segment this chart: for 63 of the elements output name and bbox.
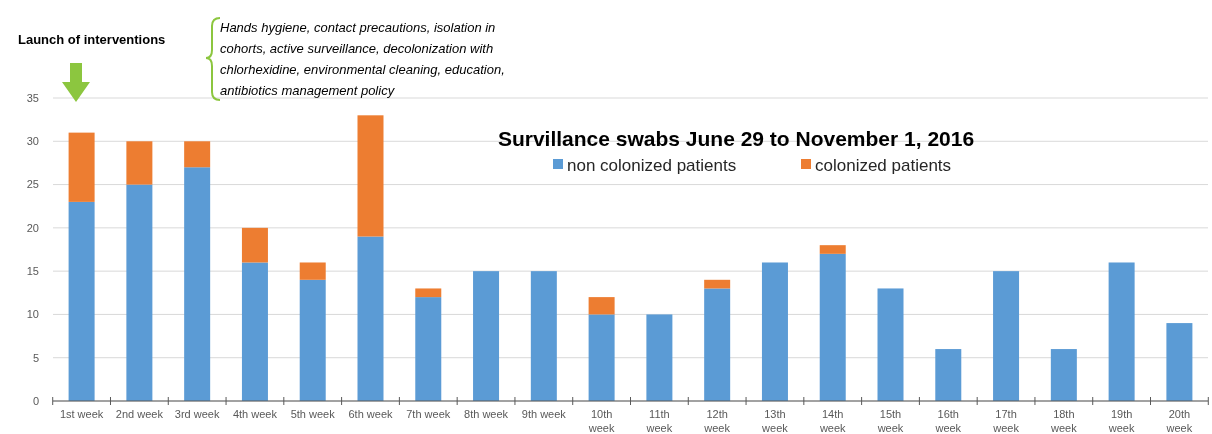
- bar: [357, 236, 384, 401]
- y-tick-label: 5: [32, 351, 39, 364]
- bar: [819, 245, 846, 254]
- x-tick-label: 19th week: [1107, 408, 1135, 434]
- x-tick-label: 1st week: [59, 408, 104, 420]
- bar: [126, 184, 153, 401]
- bar: [299, 279, 326, 401]
- bar: [241, 227, 268, 263]
- x-tick-label: 5th week: [290, 408, 336, 420]
- bar: [588, 297, 615, 315]
- x-tick-label: 11th week: [645, 408, 673, 434]
- bar: [877, 288, 904, 401]
- x-tick-label: 8th week: [464, 408, 509, 420]
- bar: [819, 253, 846, 401]
- y-tick-label: 20: [26, 221, 39, 234]
- legend-label: colonized patients: [815, 155, 952, 175]
- bar: [993, 271, 1020, 401]
- bar: [646, 314, 673, 401]
- bar: [1108, 262, 1135, 401]
- y-tick-label: 25: [26, 178, 39, 191]
- bar: [241, 262, 268, 401]
- bar: [357, 115, 384, 237]
- x-tick-label: 14th week: [818, 408, 847, 434]
- x-tick-label: 4th week: [232, 408, 278, 420]
- bar: [530, 271, 557, 401]
- x-tick-label: 15th week: [876, 408, 904, 434]
- bar: [704, 279, 731, 289]
- bar: [935, 349, 962, 401]
- x-tick-label: 3rd week: [174, 408, 220, 420]
- x-tick-label: 7th week: [406, 408, 451, 420]
- x-tick-label: 12th week: [703, 408, 731, 434]
- x-tick-label: 6th week: [348, 408, 394, 420]
- x-tick-label: 10th week: [587, 408, 615, 434]
- text: Launch of interventions: [18, 32, 166, 47]
- x-tick-label: 13th week: [761, 408, 789, 434]
- bar: [184, 141, 211, 168]
- y-tick-label: 15: [26, 264, 39, 277]
- x-tick-label: 9th week: [521, 408, 567, 420]
- x-tick-label: 18th week: [1050, 408, 1078, 434]
- bar: [761, 262, 788, 401]
- bar: [184, 167, 211, 401]
- bar: [588, 314, 615, 401]
- bar: [68, 201, 95, 401]
- bar: [1050, 349, 1077, 401]
- bar: [415, 288, 442, 298]
- legend-label: non colonized patients: [567, 155, 737, 175]
- x-tick-label: 20th week: [1165, 408, 1193, 434]
- x-tick-label: 16th week: [934, 408, 962, 434]
- bar: [473, 271, 500, 401]
- y-tick-label: 35: [26, 91, 39, 104]
- text: Survillance swabs June 29 to November 1, 2016: [497, 127, 975, 150]
- bar: [126, 141, 153, 185]
- y-tick-label: 30: [26, 135, 39, 148]
- bar: [415, 297, 442, 401]
- bar: [704, 288, 731, 401]
- x-tick-label: 2nd week: [115, 408, 164, 420]
- x-tick-label: 17th week: [992, 408, 1020, 434]
- bar: [1166, 323, 1193, 401]
- y-tick-label: 10: [26, 308, 39, 321]
- bar: [299, 262, 326, 280]
- bar: [68, 132, 95, 202]
- text: Hands hygiene, contact precautions, isolation in cohorts, active surveillance, decolonization with chlorhexidine, environmental cleaning, education, antibiotics management policy: [220, 20, 505, 98]
- y-tick-label: 0: [32, 394, 39, 407]
